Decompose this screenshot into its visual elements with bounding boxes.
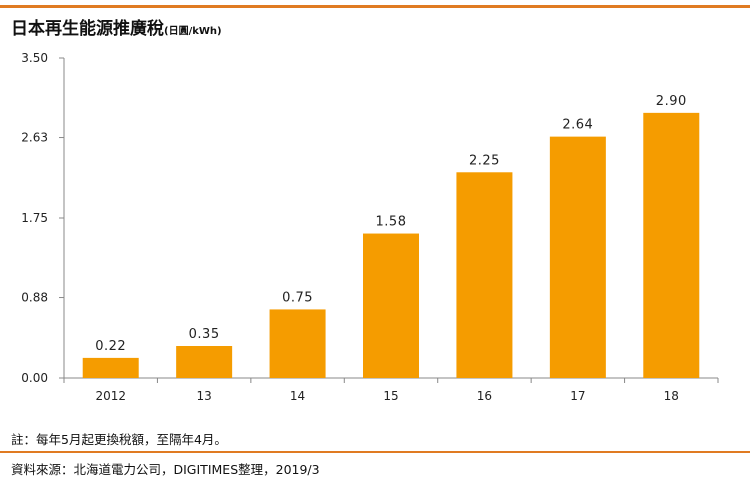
chart-unit-text: (日圓/kWh) <box>164 26 222 37</box>
bar-value-label: 2.64 <box>562 118 593 133</box>
bar-value-label: 0.35 <box>189 327 220 342</box>
y-tick-label: 1.75 <box>21 211 48 225</box>
chart-title-text: 日本再生能源推廣稅 <box>11 19 164 39</box>
bar-value-label: 0.22 <box>95 339 126 354</box>
chart-title: 日本再生能源推廣稅(日圓/kWh) <box>11 14 222 39</box>
x-tick-label: 2012 <box>95 389 126 403</box>
bar-value-label: 1.58 <box>376 215 407 230</box>
bar <box>549 136 606 378</box>
x-axis: 2012 13 14 15 16 17 18 <box>63 377 719 403</box>
y-tick-label: 3.50 <box>21 51 48 65</box>
bar-value-label: 2.25 <box>469 153 500 168</box>
bar-value-label: 2.90 <box>656 94 687 109</box>
x-tick-label: 16 <box>477 389 492 403</box>
bar <box>456 172 513 378</box>
y-axis: 0.00 0.88 1.75 2.63 3.50 <box>21 51 65 385</box>
bar <box>363 233 419 378</box>
x-tick-label: 17 <box>570 389 585 403</box>
chart-source: 資料來源：北海道電力公司，DIGITIMES整理，2019/3 <box>11 462 320 477</box>
bar <box>643 112 700 378</box>
bar <box>82 357 139 378</box>
data-labels: 0.22 0.35 0.75 1.58 2.25 2.64 2.90 <box>95 94 687 354</box>
chart-note: 註：每年5月起更換稅額，至隔年4月。 <box>11 432 227 447</box>
footer-divider <box>0 451 750 453</box>
y-tick-label: 0.88 <box>21 291 48 305</box>
bar <box>269 309 326 378</box>
x-tick-label: 18 <box>664 389 679 403</box>
bar <box>176 346 233 378</box>
x-tick-label: 15 <box>383 389 398 403</box>
x-tick-label: 13 <box>197 389 212 403</box>
bar-value-label: 0.75 <box>282 290 313 305</box>
bar-chart: 0.00 0.88 1.75 2.63 3.50 2012 13 14 15 16 17 18 0.… <box>21 51 719 403</box>
y-tick-label: 2.63 <box>21 131 48 145</box>
x-tick-label: 14 <box>290 389 305 403</box>
top-divider <box>0 5 750 8</box>
y-tick-label: 0.00 <box>21 371 48 385</box>
bars <box>82 112 700 378</box>
